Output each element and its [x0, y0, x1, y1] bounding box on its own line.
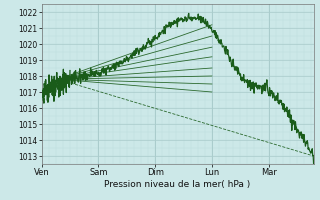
X-axis label: Pression niveau de la mer( hPa ): Pression niveau de la mer( hPa ): [104, 180, 251, 189]
